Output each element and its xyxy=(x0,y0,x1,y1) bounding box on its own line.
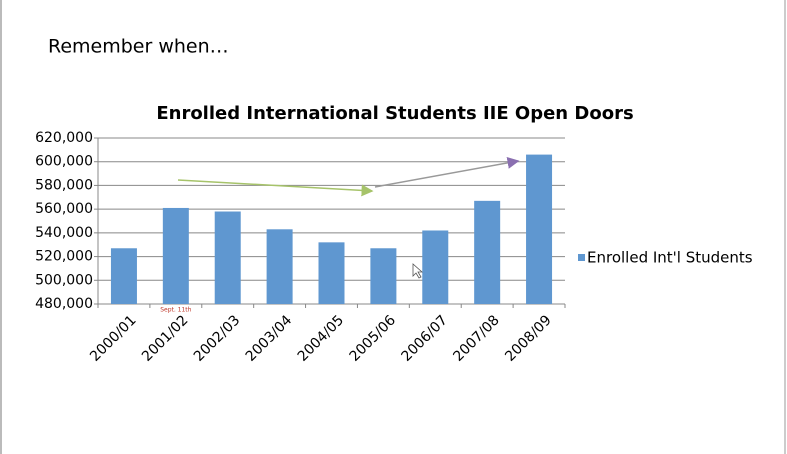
y-tick-label: 560,000 xyxy=(35,201,93,217)
bar xyxy=(370,248,397,304)
bar xyxy=(318,242,345,304)
chart-title: Enrolled International Students IIE Open… xyxy=(156,103,633,124)
slide-title: Remember when… xyxy=(48,36,229,58)
trend-arrow xyxy=(374,156,520,188)
legend-label: Enrolled Int'l Students xyxy=(587,249,753,267)
bar xyxy=(266,229,293,304)
annotation: Sept. 11th xyxy=(160,307,191,314)
y-tick-label: 580,000 xyxy=(35,177,93,193)
bar xyxy=(474,200,501,304)
y-tick-label: 620,000 xyxy=(35,130,93,146)
y-tick-label: 480,000 xyxy=(35,296,93,312)
bar xyxy=(422,230,449,304)
bar xyxy=(526,154,553,304)
legend-swatch xyxy=(578,254,585,261)
y-tick-label: 600,000 xyxy=(35,154,93,170)
bar xyxy=(110,248,137,304)
bar xyxy=(162,207,189,304)
bar xyxy=(214,211,241,304)
cursor xyxy=(412,263,424,279)
y-tick-label: 540,000 xyxy=(35,225,93,241)
y-tick-label: 500,000 xyxy=(35,272,93,288)
y-tick-label: 520,000 xyxy=(35,249,93,265)
trend-arrow xyxy=(177,179,374,197)
